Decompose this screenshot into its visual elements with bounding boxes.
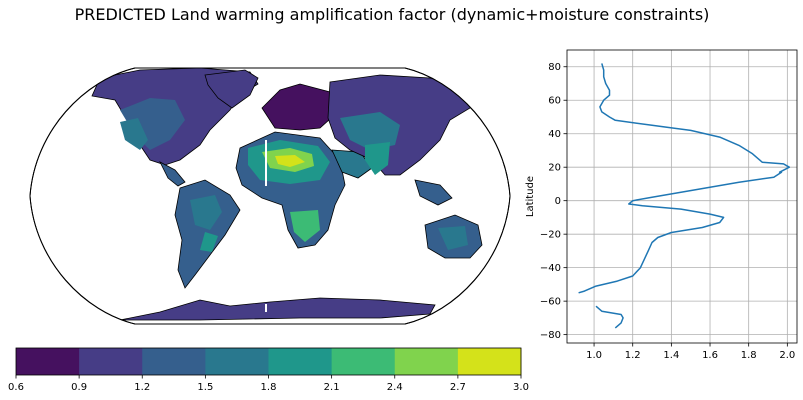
colorbar-swatch-3	[205, 348, 269, 375]
y-tick-label: 0	[555, 196, 561, 207]
landmass-africa-hotspot	[275, 155, 305, 167]
x-tick-label: 1.0	[586, 350, 602, 361]
colorbar-tick-label: 3.0	[513, 382, 529, 393]
landmass-australia-interior	[438, 226, 468, 250]
landmass-asia-india	[365, 142, 390, 175]
zonal-mean-line-segment-0	[578, 63, 791, 294]
colorbar-tick-label: 0.6	[8, 382, 24, 393]
y-tick-label: −40	[540, 263, 561, 274]
colorbar-swatch-0	[16, 348, 80, 375]
x-tick-label: 1.6	[702, 350, 718, 361]
ticks: 1.0 1.2 1.4 1.6 1.8 2.0 80 60 40 20 0 −20 −40 −60 −80	[540, 62, 795, 361]
landmass-south-america-east	[200, 232, 218, 252]
y-tick-label: 40	[548, 129, 561, 140]
zonal-mean-line-segment-1	[595, 305, 624, 329]
colorbar-tick-label: 1.5	[197, 382, 213, 393]
landmass-north-america-interior	[120, 98, 185, 150]
y-tick-label: 60	[548, 96, 561, 107]
landmass-africa-south	[290, 210, 320, 242]
colorbar-tick-label: 0.9	[71, 382, 87, 393]
x-tick-label: 1.8	[741, 350, 757, 361]
colorbar-swatch-7	[457, 348, 522, 375]
colorbar-tick-label: 1.8	[261, 382, 277, 393]
colorbar-tick-label: 2.4	[387, 382, 403, 393]
gridlines	[567, 50, 797, 343]
colorbar-swatch-2	[142, 348, 206, 375]
colorbar-tick-label: 2.1	[324, 382, 340, 393]
landmass-south-america-center	[190, 195, 222, 230]
x-tick-label: 1.2	[625, 350, 641, 361]
colorbar-tick-label: 1.2	[134, 382, 150, 393]
colorbar-tick-label: 2.7	[450, 382, 466, 393]
y-tick-label: −20	[540, 230, 561, 241]
colorbar-swatch-6	[394, 348, 459, 375]
landmass-asia-central	[340, 112, 400, 150]
y-axis-label: Latitude	[525, 176, 536, 217]
colorbar-swatch-1	[79, 348, 143, 375]
zonal-mean-plot: 1.0 1.2 1.4 1.6 1.8 2.0806040200−20−40−60−80 …	[525, 49, 798, 361]
figure-title: PREDICTED Land warming amplification fac…	[75, 5, 710, 24]
x-tick-label: 1.4	[663, 350, 679, 361]
y-tick-label: −60	[540, 297, 561, 308]
y-tick-label: 80	[548, 62, 561, 73]
map-border	[29, 67, 511, 325]
plot-frame	[566, 49, 798, 344]
landmass-north-america-west	[120, 118, 148, 150]
landmass-central-america	[159, 161, 186, 187]
colorbar-swatch-5	[331, 348, 396, 375]
y-tick-label: 20	[548, 163, 561, 174]
series	[578, 63, 791, 329]
y-tick-label: −80	[540, 330, 561, 341]
colorbar: 0.6 0.9 1.2 1.5 1.8 2.1 2.4 2.7 3.0	[8, 347, 529, 393]
world-map	[29, 67, 511, 325]
landmass-antarctica	[119, 297, 436, 321]
landmass-southeast-asia	[414, 179, 453, 206]
landmass-new-zealand	[491, 257, 501, 277]
x-tick-label: 2.0	[779, 350, 795, 361]
colorbar-swatch-4	[268, 348, 333, 375]
landmass-greenland	[204, 69, 259, 109]
